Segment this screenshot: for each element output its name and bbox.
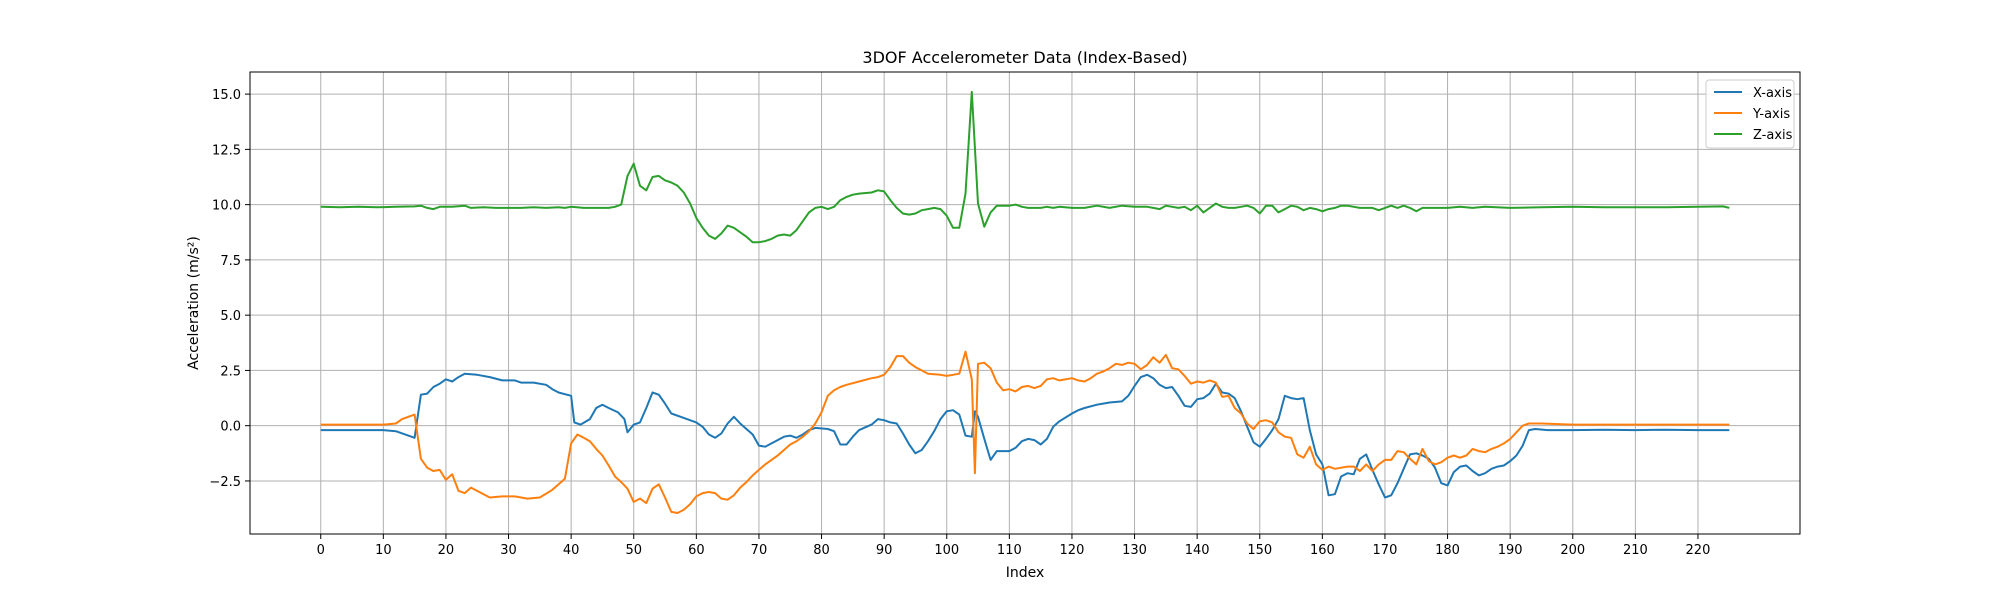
x-tick-label: 60 bbox=[688, 543, 705, 558]
y-axis-ticks: −2.5 0.0 2.5 5.0 7.5 10.0 12.5 15.0 bbox=[209, 88, 250, 490]
y-tick-label: 10.0 bbox=[212, 199, 241, 214]
x-tick-label: 30 bbox=[500, 543, 517, 558]
x-tick-label: 20 bbox=[438, 543, 455, 558]
legend-box bbox=[1705, 79, 1795, 149]
x-tick-label: 0 bbox=[317, 543, 325, 558]
y-tick-label: 0.0 bbox=[220, 420, 241, 435]
y-tick-label: 5.0 bbox=[220, 309, 241, 324]
x-tick-label: 100 bbox=[934, 543, 959, 558]
series-line-z-axis bbox=[320, 90, 1730, 244]
x-tick-label: 190 bbox=[1498, 543, 1523, 558]
x-tick-label: 180 bbox=[1435, 543, 1460, 558]
series-line-y-axis bbox=[320, 350, 1730, 514]
x-tick-label: 170 bbox=[1373, 543, 1398, 558]
x-tick-label: 110 bbox=[997, 543, 1022, 558]
x-tick-label: 10 bbox=[375, 543, 392, 558]
gridlines bbox=[250, 72, 1800, 534]
x-tick-label: 210 bbox=[1623, 543, 1648, 558]
legend-label-z-axis: Z-axis bbox=[1753, 128, 1793, 143]
x-tick-label: 220 bbox=[1686, 543, 1711, 558]
x-tick-label: 90 bbox=[876, 543, 893, 558]
x-tick-label: 80 bbox=[813, 543, 830, 558]
y-axis-label: Acceleration (m/s²) bbox=[186, 236, 202, 370]
series-lines bbox=[320, 90, 1730, 514]
x-tick-label: 120 bbox=[1060, 543, 1085, 558]
x-tick-label: 200 bbox=[1560, 543, 1585, 558]
legend-label-y-axis: Y-axis bbox=[1752, 107, 1790, 122]
x-tick-label: 130 bbox=[1122, 543, 1147, 558]
y-tick-label: 7.5 bbox=[220, 254, 241, 269]
chart-title: 3DOF Accelerometer Data (Index-Based) bbox=[862, 48, 1187, 67]
series-line-x-axis bbox=[320, 372, 1730, 499]
x-tick-label: 160 bbox=[1310, 543, 1335, 558]
x-tick-label: 140 bbox=[1185, 543, 1210, 558]
x-tick-label: 40 bbox=[563, 543, 580, 558]
y-tick-label: −2.5 bbox=[209, 475, 241, 490]
x-tick-label: 150 bbox=[1247, 543, 1272, 558]
legend: X-axis Y-axis Z-axis bbox=[1705, 79, 1795, 149]
legend-label-x-axis: X-axis bbox=[1753, 86, 1792, 101]
x-axis-label: Index bbox=[1006, 565, 1045, 581]
x-tick-label: 50 bbox=[625, 543, 642, 558]
y-tick-label: 2.5 bbox=[220, 364, 241, 379]
x-axis-ticks: 0 10 20 30 40 50 60 70 80 90 100 110 120 130 140 150 160… bbox=[317, 534, 1711, 558]
plot-frame bbox=[249, 71, 1801, 535]
y-tick-label: 15.0 bbox=[212, 88, 241, 103]
y-tick-label: 12.5 bbox=[212, 143, 241, 158]
x-tick-label: 70 bbox=[751, 543, 768, 558]
